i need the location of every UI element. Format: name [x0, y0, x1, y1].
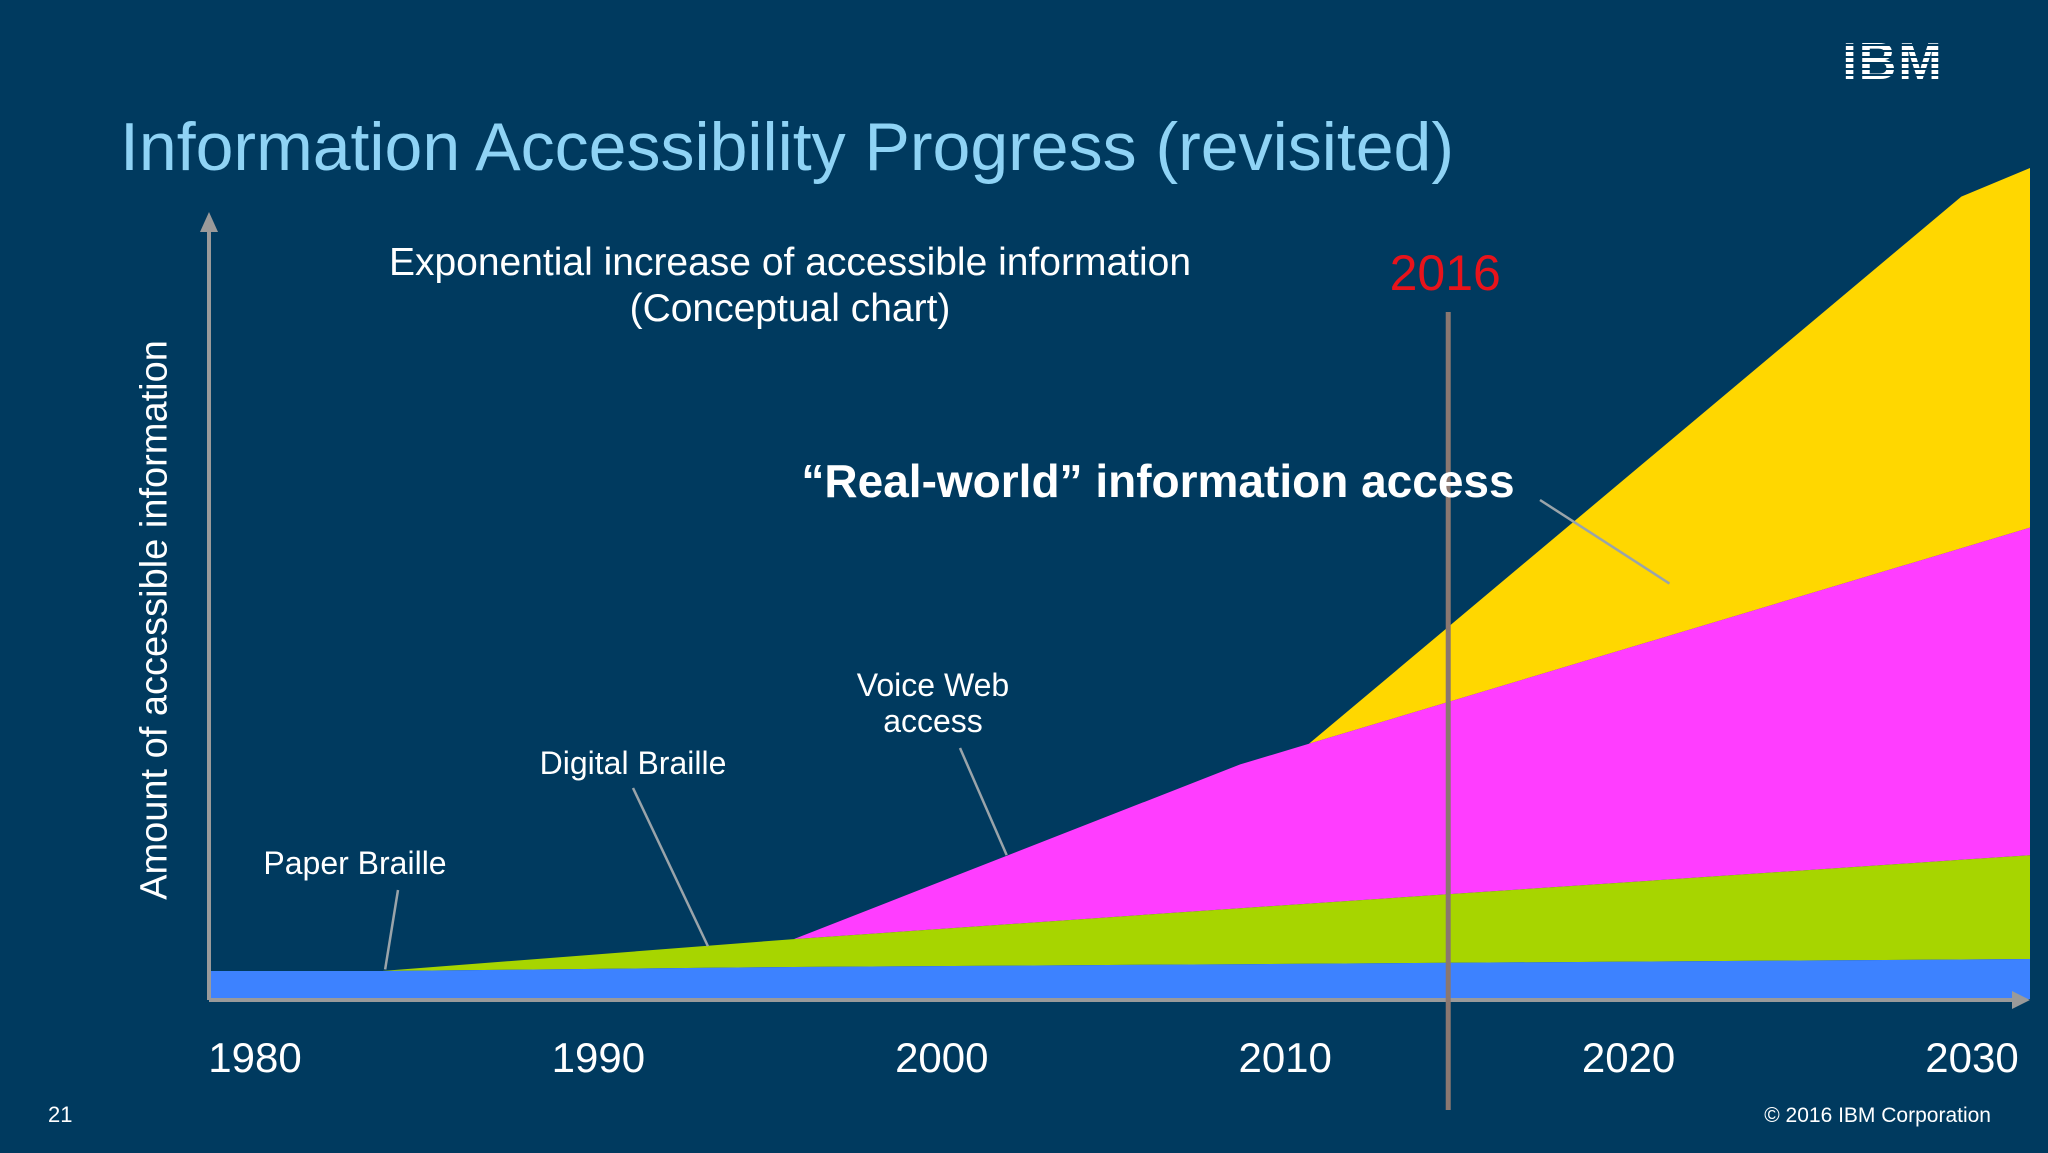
annotation-label-line: Digital Braille	[540, 745, 727, 781]
svg-text:IBM: IBM	[1842, 34, 1943, 84]
annotation-label-line: access	[883, 703, 983, 739]
series-area-4	[210, 168, 2030, 971]
y-axis-arrow	[200, 212, 218, 232]
x-tick-label: 2030	[1925, 1034, 2018, 1081]
x-tick-label: 2010	[1238, 1034, 1331, 1081]
ibm-logo: IBM	[1842, 34, 1943, 84]
slide-title: Information Accessibility Progress (revi…	[120, 109, 1455, 185]
subtitle-line-2: (Conceptual chart)	[629, 287, 951, 330]
slide-number: 21	[48, 1102, 73, 1127]
annotation-label: Digital Braille	[540, 745, 727, 781]
x-tick-label: 2000	[895, 1034, 988, 1081]
annotation-leader-line	[958, 747, 1008, 856]
annotation-label: Voice Web access	[857, 667, 1009, 739]
series-area-2	[210, 855, 2030, 971]
x-tick-label: 2020	[1582, 1034, 1675, 1081]
year-2016-marker-label: 2016	[1390, 245, 1501, 301]
chart-subtitle: Exponential increase of accessible infor…	[290, 240, 1290, 332]
annotation-label: “Real-world” information access	[801, 455, 1514, 507]
series-area-1	[210, 959, 2030, 999]
series-area-3	[210, 527, 2030, 971]
x-tick-label: 1980	[208, 1034, 301, 1081]
annotation-leader-line	[1539, 498, 1671, 585]
annotation-label-line: Voice Web	[857, 667, 1009, 703]
annotation-label: Paper Braille	[263, 845, 446, 881]
x-tick-label: 1990	[552, 1034, 645, 1081]
annotation-label-line: Paper Braille	[263, 845, 446, 881]
subtitle-line-1: Exponential increase of accessible infor…	[388, 241, 1192, 284]
copyright-notice: © 2016 IBM Corporation	[1764, 1104, 1991, 1127]
x-axis-arrow	[2012, 991, 2030, 1009]
annotation-leader-line	[383, 889, 400, 970]
annotation-leader-line	[631, 787, 710, 947]
annotation-label-line: “Real-world” information access	[801, 455, 1514, 507]
